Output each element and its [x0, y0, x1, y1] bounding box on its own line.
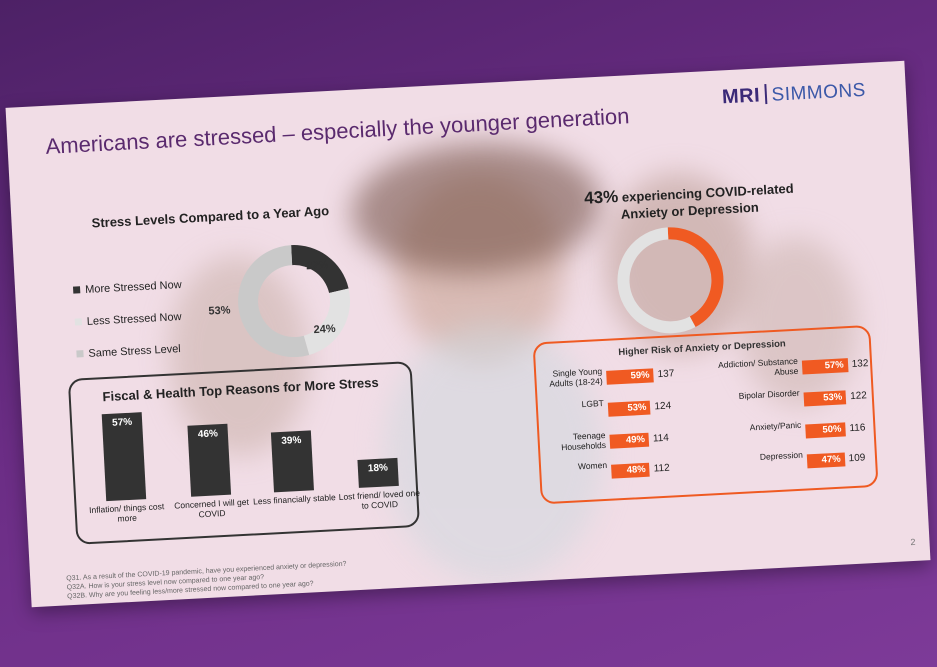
slice-more-stressed: [291, 245, 349, 293]
legend-same-stress: Same Stress Level: [76, 343, 181, 360]
risk-panel: Higher Risk of Anxiety or Depression Sin…: [532, 324, 879, 505]
fiscal-category-label: Concerned I will get COVID: [173, 496, 250, 520]
risk-category-label: Women: [577, 459, 608, 472]
risk-bar: 48%: [611, 462, 651, 479]
covid-headline-pct: 43%: [583, 186, 619, 208]
fiscal-title: Fiscal & Health Top Reasons for More Str…: [102, 374, 380, 405]
donut-label-more: 22%: [305, 259, 329, 273]
risk-index-value: 116: [849, 422, 866, 435]
logo-sub: SIMMONS: [771, 79, 867, 106]
risk-category-label: Anxiety/Panic: [749, 419, 802, 433]
slice-less-stressed: [303, 288, 351, 355]
stress-donut-chart: [238, 245, 351, 357]
risk-bar: 57%: [801, 358, 849, 375]
slice-same-stress: [238, 245, 310, 357]
risk-bar: 59%: [606, 368, 654, 385]
risk-index-value: 137: [657, 368, 675, 381]
slide-container: Americans are stressed – especially the …: [5, 60, 931, 608]
risk-category-label: Teenage Households: [560, 429, 607, 453]
risk-index-value: 109: [848, 452, 866, 465]
risk-bar: 53%: [607, 400, 651, 417]
risk-bar: 53%: [803, 390, 847, 407]
risk-bar: 49%: [609, 432, 650, 449]
fiscal-reasons-panel: Fiscal & Health Top Reasons for More Str…: [67, 361, 421, 545]
risk-title: Higher Risk of Anxiety or Depression: [618, 338, 787, 359]
fiscal-bar-label: 18%: [367, 462, 389, 475]
covid-headline: 43% experiencing COVID-related Anxiety o…: [579, 177, 801, 226]
risk-category-label: Single Young Adults (18-24): [549, 366, 603, 389]
risk-index-value: 122: [849, 390, 868, 403]
mri-simmons-logo: MRI SIMMONS: [721, 79, 866, 110]
risk-bar: 47%: [806, 452, 846, 469]
risk-category-label: Addiction/ Substance Abuse: [717, 355, 799, 377]
donut-label-less: 24%: [313, 322, 336, 337]
donut-label-same: 53%: [208, 304, 231, 318]
fiscal-category-label: Inflation/ things cost more: [88, 501, 165, 524]
fiscal-bar-label: 57%: [111, 416, 133, 429]
slice-covid-yes: [667, 227, 724, 328]
risk-index-value: 124: [654, 400, 672, 413]
risk-category-label: Bipolar Disorder: [738, 387, 800, 401]
fiscal-category-label: Less financially stable: [252, 492, 336, 507]
fiscal-bar-label: 46%: [197, 428, 219, 441]
legend-less-stressed: Less Stressed Now: [74, 311, 182, 329]
slide: Americans are stressed – especially the …: [5, 60, 931, 608]
page-number: 2: [910, 536, 916, 548]
risk-index-value: 132: [851, 358, 869, 370]
covid-headline-text: experiencing COVID-related: [621, 180, 795, 205]
stress-levels-title: Stress Levels Compared to a Year Ago: [91, 203, 330, 231]
fiscal-bar-label: 39%: [281, 435, 302, 448]
covid-donut-chart: [617, 227, 724, 334]
slice-covid-no: [617, 227, 696, 334]
risk-category-label: LGBT: [581, 397, 605, 410]
risk-index-value: 112: [653, 462, 670, 475]
risk-category-label: Depression: [759, 449, 804, 462]
fiscal-category-label: Lost friend/ loved one to COVID: [338, 487, 421, 511]
risk-index-value: 114: [652, 432, 670, 445]
logo-main: MRI: [721, 84, 761, 109]
legend-more-stressed: More Stressed Now: [72, 279, 182, 297]
risk-bar: 50%: [805, 422, 846, 439]
